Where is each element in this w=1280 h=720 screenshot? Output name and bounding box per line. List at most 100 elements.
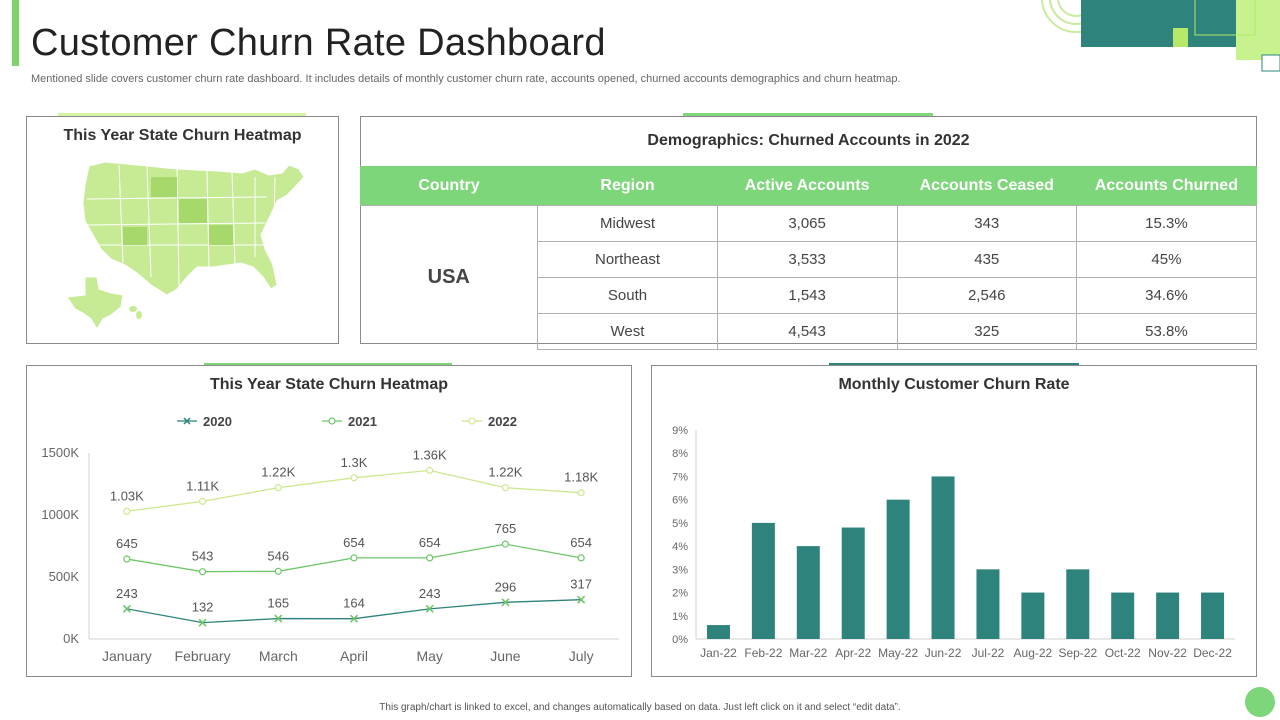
data-point xyxy=(426,466,434,474)
state-border xyxy=(231,172,236,266)
state-highlight xyxy=(151,177,177,197)
data-point xyxy=(577,595,586,604)
accounts-ceased-cell: 343 xyxy=(896,205,1077,242)
legend-marker xyxy=(183,417,191,425)
usa-mainland xyxy=(82,161,305,296)
x-tick-label: Jun-22 xyxy=(925,646,962,660)
data-point xyxy=(274,567,282,575)
data-point xyxy=(501,540,510,548)
bar xyxy=(1111,592,1135,639)
usa-map-shapes xyxy=(66,161,305,330)
active-accounts-cell: 1,543 xyxy=(716,277,898,314)
state-border xyxy=(146,166,152,278)
bar xyxy=(886,499,910,639)
bar-chart-title: Monthly Customer Churn Rate xyxy=(838,376,1070,393)
active-accounts-cell: 3,533 xyxy=(716,241,898,278)
x-tick-label: Sep-22 xyxy=(1058,646,1097,660)
state-border xyxy=(206,170,210,268)
accounts-churned-cell: 34.6% xyxy=(1075,277,1258,314)
accounts-churned-cell: 15.3% xyxy=(1075,205,1258,242)
x-tick-label: Aug-22 xyxy=(1014,646,1053,660)
line-chart-title: This Year State Churn Heatmap xyxy=(210,376,448,393)
x-tick-label: May xyxy=(416,648,442,664)
y-tick-label: 2% xyxy=(672,588,688,600)
data-point xyxy=(198,497,207,505)
x-tick-label: February xyxy=(175,648,231,664)
data-point xyxy=(501,484,510,492)
state-border xyxy=(272,176,276,268)
x-tick-label: Jan-22 xyxy=(700,646,737,660)
region-cell: West xyxy=(537,313,718,350)
data-label: 765 xyxy=(495,521,517,536)
x-tick-label: Oct-22 xyxy=(1105,646,1141,660)
demographics-title: Demographics: Churned Accounts in 2022 xyxy=(647,132,970,149)
region-cell: Northeast xyxy=(537,241,718,278)
data-point xyxy=(350,474,358,482)
y-tick-label: 5% xyxy=(672,518,688,530)
heatmap-accent xyxy=(58,113,306,117)
region-cell: South xyxy=(537,277,718,314)
region-cell: Midwest xyxy=(537,205,718,242)
accounts-ceased-cell: 2,546 xyxy=(896,277,1077,314)
bar xyxy=(1066,569,1090,639)
x-tick-label: January xyxy=(102,648,152,664)
table-row: South 1,543 2,546 34.6% xyxy=(360,277,1258,314)
data-label: 1.11K xyxy=(186,478,219,493)
demographics-table: Country Region Active Accounts Accounts … xyxy=(360,166,1258,350)
state-border xyxy=(176,168,180,286)
legend-label: 2022 xyxy=(488,414,517,429)
x-tick-label: Mar-22 xyxy=(789,646,827,660)
footer-note: This graph/chart is linked to excel, and… xyxy=(379,702,901,713)
active-accounts-cell: 3,065 xyxy=(716,205,898,242)
legend-item: 2021 xyxy=(322,414,377,429)
data-point xyxy=(274,484,282,492)
x-tick-label: July xyxy=(569,648,594,664)
data-label: 654 xyxy=(343,535,365,550)
table-row: West 4,543 325 53.8% xyxy=(360,313,1258,350)
data-label: 1.3K xyxy=(341,455,368,470)
x-tick-label: Feb-22 xyxy=(744,646,782,660)
legend-marker xyxy=(468,417,476,425)
usa-map xyxy=(66,161,305,330)
data-label: 317 xyxy=(570,577,592,592)
country-cell: USA xyxy=(360,205,539,350)
column-header-region: Region xyxy=(537,166,718,206)
accounts-ceased-cell: 435 xyxy=(896,241,1077,278)
accounts-ceased-cell: 325 xyxy=(896,313,1077,350)
data-point xyxy=(122,604,131,613)
y-tick-label: 0K xyxy=(63,631,79,646)
column-header-country: Country xyxy=(360,166,538,206)
y-tick-label: 500K xyxy=(49,569,80,584)
data-point xyxy=(501,598,510,607)
data-label: 132 xyxy=(192,600,214,615)
data-point xyxy=(123,507,131,515)
data-label: 654 xyxy=(419,535,441,550)
accounts-churned-cell: 53.8% xyxy=(1075,313,1258,350)
state-border xyxy=(86,222,266,226)
heatmap-title: This Year State Churn Heatmap xyxy=(63,127,302,144)
data-label: 1.36K xyxy=(413,447,447,462)
bar-chart: 0% 1% 2% 3% 4% 5% 6% 7% 8% 9% Jan-22 Feb-22 Mar-22 Ap… xyxy=(672,425,1235,660)
column-header-accounts-ceased: Accounts Ceased xyxy=(897,166,1077,206)
data-label: 546 xyxy=(267,548,289,563)
data-label: 1.18K xyxy=(564,470,598,485)
y-tick-label: 4% xyxy=(672,541,688,553)
corner-circle xyxy=(1245,687,1275,717)
bar xyxy=(1021,592,1045,639)
y-tick-label: 6% xyxy=(672,495,688,507)
state-border xyxy=(86,196,268,200)
active-accounts-cell: 4,543 xyxy=(716,313,898,350)
data-label: 296 xyxy=(495,579,517,594)
x-tick-label: Dec-22 xyxy=(1193,646,1232,660)
bar xyxy=(1201,592,1225,639)
state-border xyxy=(118,164,124,264)
data-label: 243 xyxy=(419,586,441,601)
bar-chart-panel: Monthly Customer Churn Rate 0% 1% 2% 3% 4% 5%… xyxy=(651,365,1257,677)
data-point xyxy=(123,555,131,563)
data-point xyxy=(198,618,207,627)
data-label: 543 xyxy=(192,549,214,564)
corner-decoration xyxy=(1041,0,1280,72)
state-highlight xyxy=(209,225,233,245)
island-shape xyxy=(129,306,137,312)
state-highlight xyxy=(123,227,147,245)
